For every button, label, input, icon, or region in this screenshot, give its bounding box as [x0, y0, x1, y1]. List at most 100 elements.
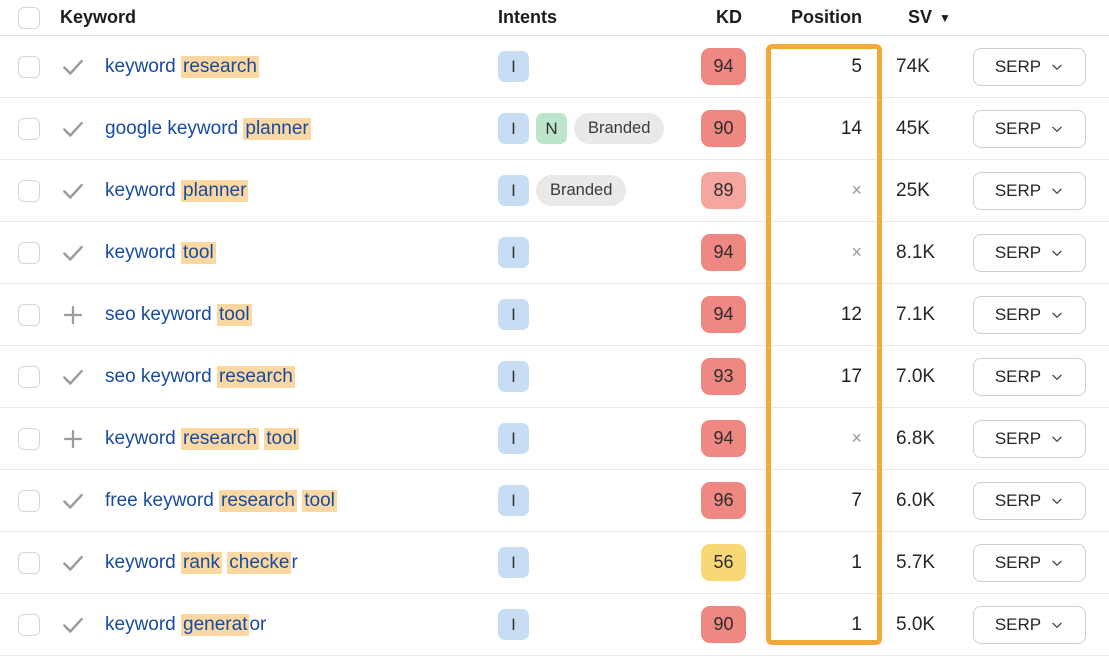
row-checkbox[interactable] — [18, 551, 40, 574]
intents-cell: I Branded — [490, 175, 697, 206]
serp-dropdown-button[interactable]: SERP — [973, 357, 1086, 396]
keyword-link[interactable]: google keyword planner — [105, 117, 311, 140]
chevron-down-icon — [1050, 556, 1064, 570]
keyword-highlighted-term: research — [219, 489, 297, 512]
keyword-highlighted-term: rank — [181, 551, 222, 574]
keyword-highlighted-term: research — [216, 365, 295, 388]
row-checkbox[interactable] — [18, 55, 40, 78]
add-to-list-plus-icon[interactable] — [50, 427, 95, 451]
keyword-cell: keyword research — [95, 55, 490, 78]
keyword-link[interactable]: seo keyword research — [105, 365, 295, 388]
keyword-link[interactable]: keyword generat or — [105, 613, 266, 636]
keyword-link[interactable]: keyword tool — [105, 241, 216, 264]
added-check-icon — [50, 612, 95, 638]
header-checkbox-cell — [0, 6, 50, 29]
kd-cell: 90 — [697, 110, 750, 147]
keyword-text: seo keyword — [105, 303, 217, 325]
sv-value: 45K — [896, 117, 930, 139]
row-checkbox[interactable] — [18, 427, 40, 450]
row-checkbox-cell — [0, 179, 50, 202]
keyword-link[interactable]: free keyword research tool — [105, 489, 337, 512]
keyword-link[interactable]: keyword rank checke r — [105, 551, 298, 574]
sv-value: 6.8K — [896, 427, 936, 449]
position-not-ranking: × — [851, 180, 862, 200]
intent-badge-informational: I — [498, 237, 529, 268]
row-checkbox-cell — [0, 55, 50, 78]
intents-cell: I — [490, 609, 697, 640]
keyword-link[interactable]: keyword planner — [105, 179, 249, 202]
intent-badge-informational: I — [498, 113, 529, 144]
serp-cell: SERP — [965, 605, 1109, 644]
sv-value: 5.0K — [896, 613, 936, 635]
serp-dropdown-button[interactable]: SERP — [973, 47, 1086, 86]
serp-button-label: SERP — [994, 118, 1042, 138]
serp-dropdown-button[interactable]: SERP — [973, 419, 1086, 458]
row-checkbox[interactable] — [18, 365, 40, 388]
kd-cell: 94 — [697, 48, 750, 85]
intents-cell: I — [490, 361, 697, 392]
position-not-ranking: × — [851, 428, 862, 448]
kd-cell: 94 — [697, 296, 750, 333]
serp-dropdown-button[interactable]: SERP — [973, 481, 1086, 520]
added-check-icon — [50, 488, 95, 514]
row-checkbox-cell — [0, 303, 50, 326]
added-check-icon — [50, 550, 95, 576]
added-check-icon — [50, 54, 95, 80]
table-row: seo keyword research I 93 17 7.0K SERP — [0, 346, 1109, 408]
keyword-link[interactable]: keyword research tool — [105, 427, 299, 450]
row-checkbox-cell — [0, 489, 50, 512]
keyword-cell: keyword generat or — [95, 613, 490, 636]
serp-dropdown-button[interactable]: SERP — [973, 233, 1086, 272]
chevron-down-icon — [1050, 432, 1064, 446]
serp-button-label: SERP — [994, 614, 1042, 634]
keyword-text: free keyword — [105, 489, 220, 511]
serp-button-label: SERP — [994, 428, 1042, 448]
keyword-text: keyword — [105, 179, 182, 201]
serp-dropdown-button[interactable]: SERP — [973, 605, 1086, 644]
sv-value: 7.0K — [896, 365, 936, 387]
intents-cell: I — [490, 485, 697, 516]
table-body: keyword research I 94 5 74K SERP google keywor… — [0, 36, 1109, 656]
column-header-sv[interactable]: SV ▼ — [890, 7, 965, 28]
kd-cell: 93 — [697, 358, 750, 395]
kd-cell: 90 — [697, 606, 750, 643]
serp-dropdown-button[interactable]: SERP — [973, 295, 1086, 334]
serp-dropdown-button[interactable]: SERP — [973, 543, 1086, 582]
kd-cell: 56 — [697, 544, 750, 581]
keyword-highlighted-term: planner — [243, 117, 311, 140]
serp-dropdown-button[interactable]: SERP — [973, 109, 1086, 148]
keyword-highlighted-term: research — [181, 427, 259, 450]
keyword-highlighted-term: tool — [181, 241, 216, 264]
keyword-cell: free keyword research tool — [95, 489, 490, 512]
row-checkbox[interactable] — [18, 489, 40, 512]
row-checkbox[interactable] — [18, 241, 40, 264]
table-row: keyword rank checke r I 56 1 5.7K SERP — [0, 532, 1109, 594]
keyword-link[interactable]: keyword research — [105, 55, 259, 78]
column-header-keyword[interactable]: Keyword — [60, 7, 137, 27]
kd-badge: 94 — [701, 234, 746, 271]
kd-badge: 56 — [701, 544, 746, 581]
intent-badge-informational: I — [498, 547, 529, 578]
table-header-row: Keyword Intents KD Position SV ▼ — [0, 0, 1109, 36]
row-checkbox[interactable] — [18, 303, 40, 326]
serp-cell: SERP — [965, 233, 1109, 272]
serp-cell: SERP — [965, 171, 1109, 210]
table-row: keyword planner I Branded 89 × 25K SERP — [0, 160, 1109, 222]
serp-button-label: SERP — [994, 304, 1042, 324]
row-checkbox[interactable] — [18, 613, 40, 636]
table-row: keyword research tool I 94 × 6.8K SERP — [0, 408, 1109, 470]
serp-dropdown-button[interactable]: SERP — [973, 171, 1086, 210]
keyword-link[interactable]: seo keyword tool — [105, 303, 252, 326]
keyword-text: keyword — [105, 241, 182, 263]
chevron-down-icon — [1050, 122, 1064, 136]
select-all-checkbox[interactable] — [18, 6, 40, 29]
column-header-position[interactable]: Position — [791, 7, 862, 27]
row-checkbox[interactable] — [18, 179, 40, 202]
position-not-ranking: × — [851, 242, 862, 262]
position-value: 5 — [851, 55, 862, 77]
intent-badge-informational: I — [498, 485, 529, 516]
row-checkbox[interactable] — [18, 117, 40, 140]
column-header-kd[interactable]: KD — [716, 7, 742, 27]
add-to-list-plus-icon[interactable] — [50, 303, 95, 327]
serp-cell: SERP — [965, 357, 1109, 396]
